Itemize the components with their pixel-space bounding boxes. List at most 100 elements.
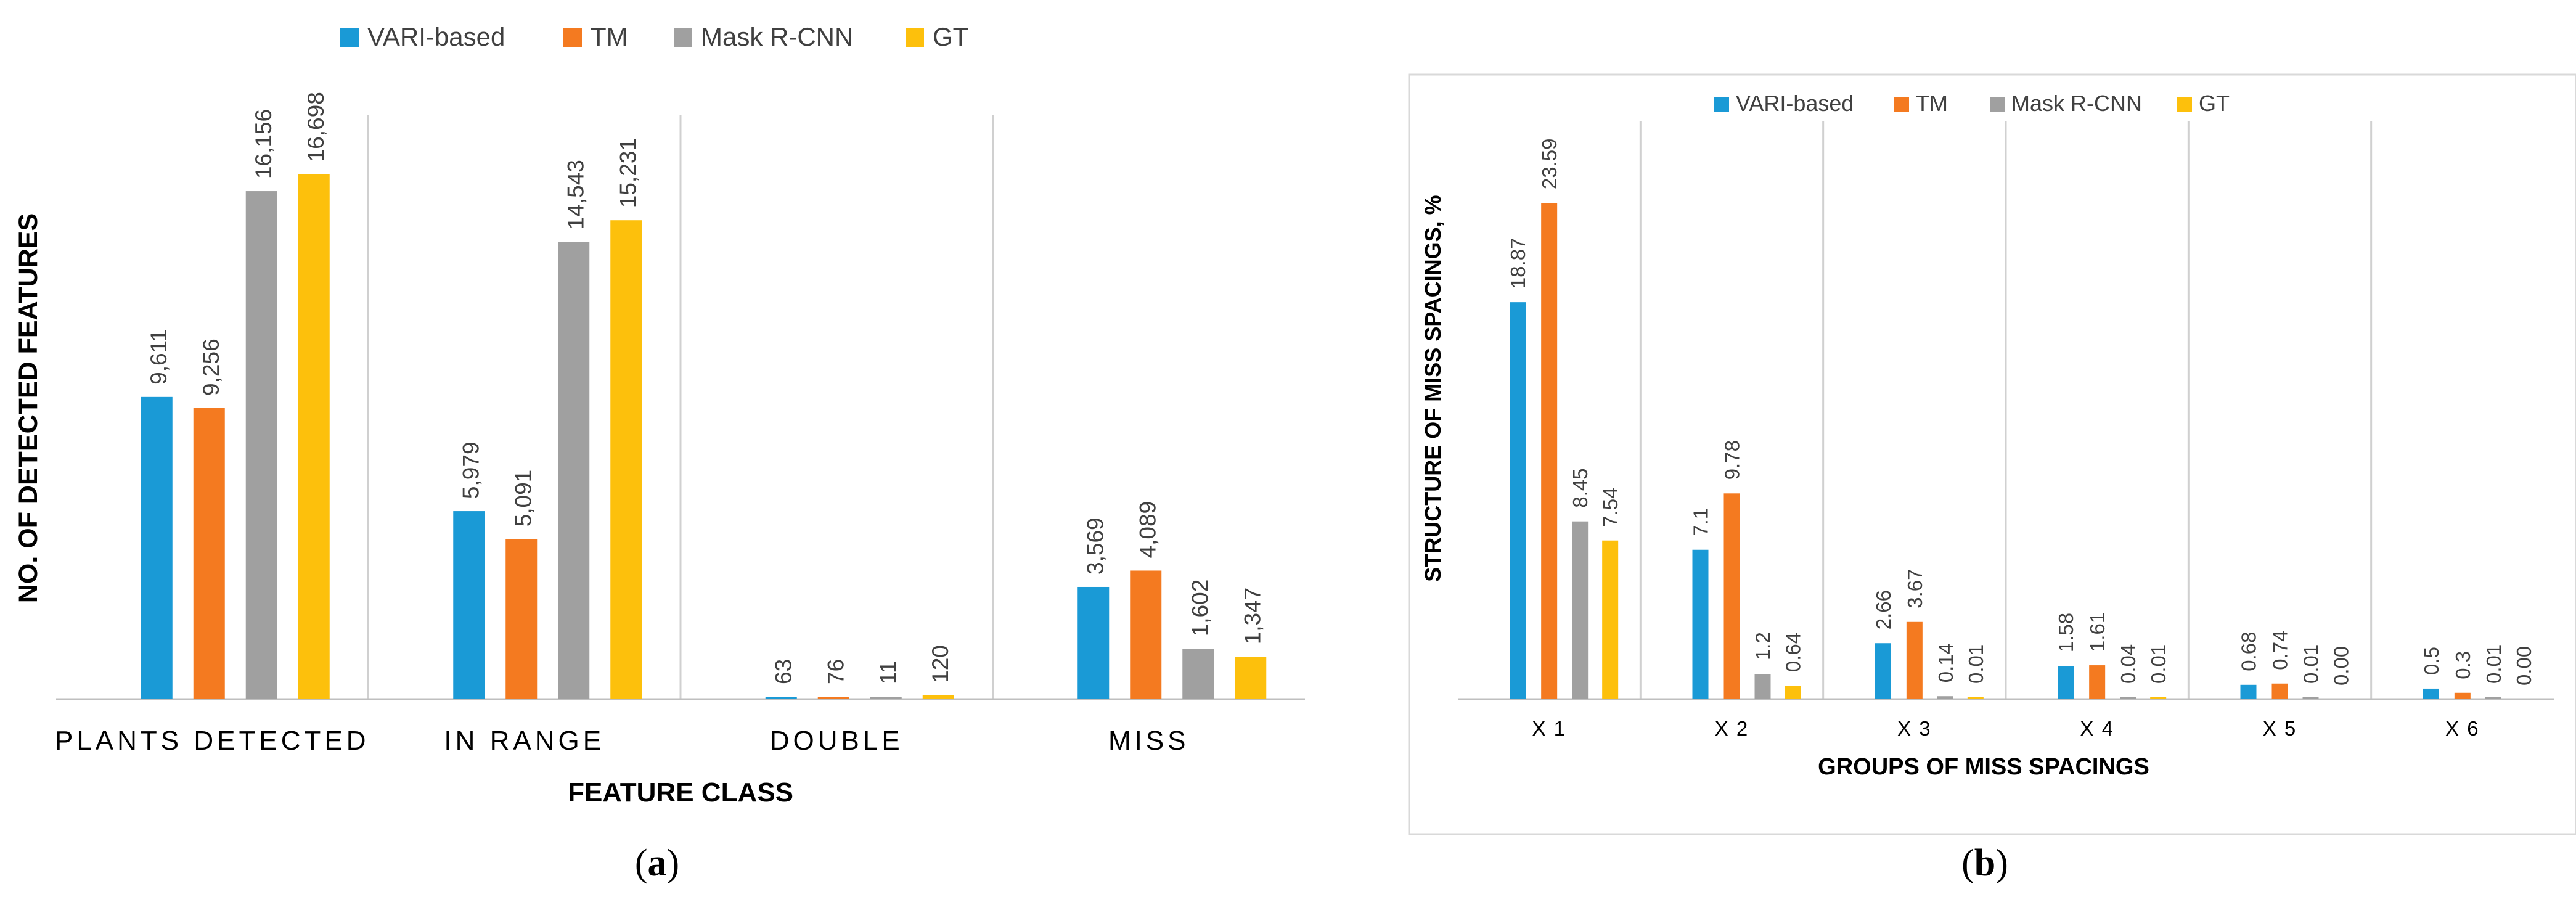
- x-tick-label-b-x-2: X 2: [1715, 717, 1749, 740]
- y-axis-title-a: NO. OF DETECTED FEATURES: [14, 213, 43, 603]
- legend-b-swatch-tm: [1894, 97, 1909, 112]
- bar-b-x-5-vari: [2240, 684, 2257, 699]
- data-label-a-double-tm: 76: [823, 659, 848, 684]
- panel-caption-b: (b): [1961, 842, 2008, 884]
- bar-a-in-range-maskrcnn: [558, 242, 590, 699]
- data-label-a-double-gt: 120: [928, 645, 953, 683]
- bar-b-x-1-maskrcnn: [1572, 521, 1589, 699]
- plot-area-a: 9,611 9,256 16,156 16,698 5,979 5,091 14,543 15…: [55, 92, 1305, 756]
- data-label-b-x-2-gt: 0.64: [1782, 633, 1805, 672]
- legend-b-swatch-vari: [1714, 97, 1729, 112]
- bar-b-x-1-vari: [1510, 302, 1526, 699]
- data-label-a-in-range-tm: 5,091: [511, 470, 536, 527]
- x-tick-label-b-x-1: X 1: [1532, 717, 1566, 740]
- data-label-b-x-1-gt: 7.54: [1599, 488, 1622, 527]
- legend-b-item-gt: GT: [2177, 91, 2230, 116]
- bar-b-x-1-gt: [1602, 540, 1619, 699]
- legend-b: VARI-based TM Mask R-CNN GT: [1714, 91, 2230, 116]
- bar-b-x-4-tm: [2089, 665, 2106, 699]
- data-label-a-plants-detected-gt: 16,698: [303, 92, 329, 162]
- data-label-b-x-5-tm: 0.74: [2269, 631, 2292, 670]
- legend-b-item-maskrcnn: Mask R-CNN: [1990, 91, 2142, 116]
- bar-a-miss-vari: [1077, 586, 1110, 699]
- legend-a-swatch-vari: [340, 28, 359, 47]
- legend-a-item-maskrcnn: Mask R-CNN: [674, 22, 853, 51]
- bars-b: [1510, 203, 2501, 699]
- data-label-a-miss-gt: 1,347: [1240, 588, 1266, 645]
- bar-a-plants-detected-gt: [298, 174, 330, 700]
- bar-a-in-range-vari: [453, 511, 485, 699]
- bar-a-miss-tm: [1130, 570, 1162, 699]
- data-label-b-x-4-gt: 0.01: [2147, 644, 2170, 684]
- bar-b-x-5-maskrcnn: [2302, 697, 2319, 699]
- x-tick-label-b-x-5: X 5: [2263, 717, 2297, 740]
- bar-b-x-4-maskrcnn: [2120, 697, 2136, 699]
- data-labels-a: 9,611 9,256 16,156 16,698 5,979 5,091 14,543 15…: [146, 92, 1266, 684]
- x-tick-label-a-double: DOUBLE: [770, 726, 904, 756]
- bar-b-x-4-vari: [2058, 666, 2074, 699]
- bar-a-double-maskrcnn: [870, 697, 902, 699]
- data-label-a-miss-maskrcnn: 1,602: [1188, 580, 1213, 637]
- legend-b-label-gt: GT: [2199, 91, 2230, 116]
- x-axis-title-b: GROUPS OF MISS SPACINGS: [1818, 754, 2149, 780]
- x-axis-title-a: FEATURE CLASS: [568, 777, 793, 808]
- x-tick-labels-b: X 1 X 2 X 3 X 4 X 5 X 6: [1532, 717, 2480, 740]
- x-tick-label-b-x-3: X 3: [1897, 717, 1932, 740]
- data-label-b-x-3-vari: 2.66: [1872, 590, 1895, 629]
- legend-a-item-tm: TM: [563, 22, 628, 51]
- category-dividers-b: [1639, 121, 2373, 699]
- bar-b-x-3-tm: [1906, 621, 1923, 699]
- legend-a-swatch-maskrcnn: [674, 28, 692, 47]
- x-tick-label-b-x-4: X 4: [2080, 717, 2114, 740]
- x-tick-labels-a: PLANTS DETECTED IN RANGE DOUBLE MISS: [55, 726, 1190, 756]
- legend-b-item-tm: TM: [1894, 91, 1948, 116]
- data-label-a-miss-tm: 4,089: [1135, 501, 1161, 559]
- bar-a-miss-maskrcnn: [1182, 649, 1214, 699]
- data-label-a-plants-detected-vari: 9,611: [146, 329, 171, 385]
- x-tick-label-a-plants-detected: PLANTS DETECTED: [55, 726, 370, 756]
- bar-b-x-6-vari: [2423, 688, 2439, 699]
- bar-b-x-3-vari: [1875, 643, 1891, 699]
- x-tick-label-a-miss: MISS: [1108, 726, 1190, 756]
- category-dividers-a: [367, 115, 994, 699]
- bar-a-double-vari: [765, 697, 797, 699]
- data-label-b-x-3-gt: 0.01: [1965, 644, 1987, 684]
- data-label-b-x-2-vari: 7.1: [1690, 508, 1712, 536]
- panel-caption-a: (a): [635, 842, 679, 884]
- x-tick-label-b-x-6: X 6: [2445, 717, 2480, 740]
- bar-b-x-6-maskrcnn: [2485, 697, 2501, 699]
- legend-a-label-tm: TM: [591, 22, 628, 51]
- data-label-b-x-6-gt: 0.00: [2513, 646, 2535, 686]
- legend-a-item-gt: GT: [906, 22, 968, 51]
- legend-a: VARI-based TM Mask R-CNN GT: [340, 22, 968, 51]
- legend-b-swatch-gt: [2177, 97, 2192, 112]
- bar-b-x-2-gt: [1785, 686, 1801, 699]
- data-label-b-x-6-tm: 0.3: [2451, 651, 2474, 679]
- bar-b-x-4-gt: [2150, 697, 2167, 699]
- data-label-b-x-2-tm: 9.78: [1721, 440, 1744, 480]
- panel-caption-a-letter: a: [648, 842, 667, 884]
- legend-a-item-vari: VARI-based: [340, 22, 505, 51]
- chart-border-b: [1408, 73, 2576, 835]
- bar-b-x-2-vari: [1692, 549, 1709, 699]
- data-label-a-double-maskrcnn: 11: [875, 661, 901, 684]
- legend-a-label-maskrcnn: Mask R-CNN: [701, 22, 853, 51]
- legend-b-item-vari: VARI-based: [1714, 91, 1854, 116]
- data-label-a-plants-detected-tm: 9,256: [198, 338, 224, 396]
- panel-caption-b-letter: b: [1974, 842, 1995, 884]
- bar-b-x-3-gt: [1967, 697, 1984, 699]
- data-label-b-x-4-vari: 1.58: [2055, 613, 2077, 652]
- bar-b-x-5-tm: [2271, 683, 2288, 699]
- bar-b-x-3-maskrcnn: [1937, 696, 1953, 699]
- data-label-a-miss-vari: 3,569: [1083, 517, 1108, 575]
- bar-a-double-gt: [922, 695, 954, 699]
- data-label-b-x-1-maskrcnn: 8.45: [1569, 468, 1592, 507]
- x-tick-label-a-in-range: IN RANGE: [444, 726, 605, 756]
- legend-a-swatch-gt: [906, 28, 924, 47]
- bar-a-in-range-tm: [505, 539, 538, 699]
- y-axis-title-b: STRUCTURE OF MISS SPACINGS, %: [1420, 195, 1445, 581]
- legend-a-swatch-tm: [563, 28, 582, 47]
- data-label-a-in-range-vari: 5,979: [459, 441, 484, 499]
- bars-a: [141, 174, 1267, 700]
